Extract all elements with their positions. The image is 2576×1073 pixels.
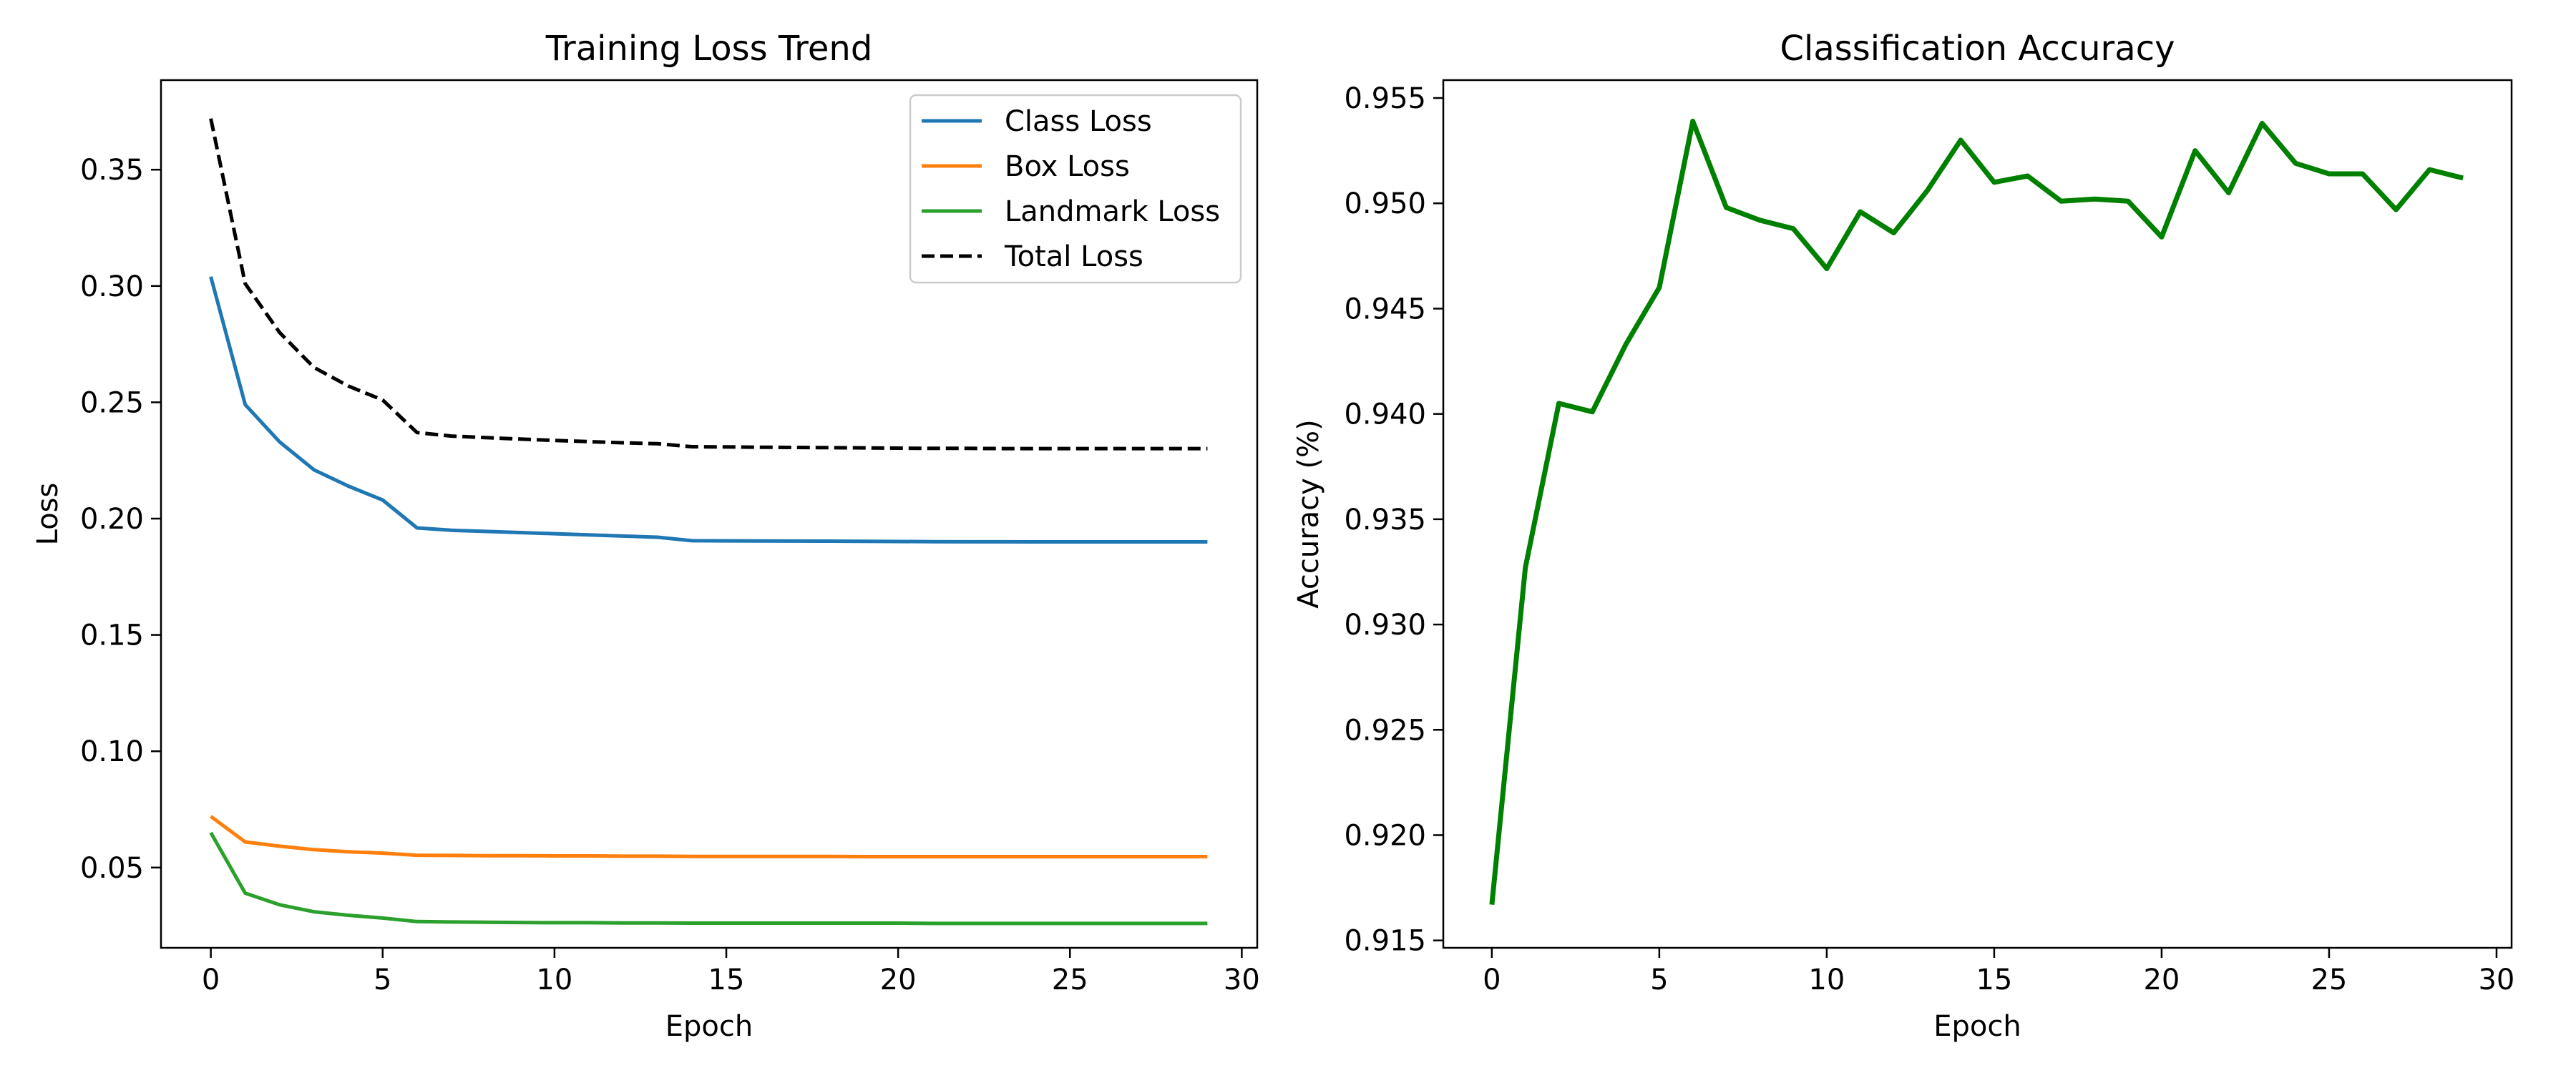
y-axis-label: Accuracy (%) (1292, 419, 1325, 609)
series-line-landmark-loss (209, 831, 1208, 926)
y-tick-label: 0.945 (1344, 293, 1426, 325)
y-tick-label: 0.925 (1344, 714, 1426, 747)
y-tick-label: 0.940 (1344, 398, 1426, 431)
y-tick-label: 0.935 (1344, 504, 1426, 536)
y-tick-label: 0.25 (80, 386, 144, 419)
x-tick-label: 0 (202, 964, 220, 996)
y-tick-label: 0.30 (80, 270, 144, 303)
y-tick-label: 0.20 (80, 503, 144, 536)
x-axis-label: Epoch (1933, 1010, 2021, 1043)
x-tick-label: 0 (1483, 964, 1501, 996)
series-line-box-loss (210, 815, 1208, 858)
x-axis-label: Epoch (665, 1010, 753, 1043)
y-tick-label: 0.930 (1344, 609, 1426, 642)
legend-label: Class Loss (1005, 105, 1152, 138)
series-line-accuracy (1489, 118, 2464, 905)
y-tick-label: 0.915 (1344, 925, 1426, 958)
legend-label: Total Loss (1004, 240, 1143, 273)
series-line-total-loss (209, 118, 1208, 451)
plot-frame (160, 79, 1259, 949)
y-tick-label: 0.35 (80, 154, 144, 187)
x-tick-label: 20 (2143, 964, 2180, 996)
y-tick-label: 0.955 (1344, 82, 1426, 115)
x-tick-label: 10 (1808, 964, 1845, 996)
x-tick-label: 5 (1650, 964, 1668, 996)
accuracy-chart: 0 5 10 15 20 25 30 0.915 0.920 0.925 0.930 0.935 0.9… (1292, 29, 2514, 1043)
x-tick-label: 15 (708, 964, 745, 996)
plot-frame (1442, 79, 2513, 949)
series-line-class-loss (209, 276, 1208, 544)
x-tick-label: 20 (880, 964, 917, 996)
x-tick-label: 30 (2478, 964, 2514, 996)
y-tick-label: 0.15 (80, 619, 144, 652)
loss-chart: 0 5 10 15 20 25 30 0.05 0.10 0.15 0.20 0.25 0.30 0.35… (31, 29, 1260, 1043)
x-tick-label: 10 (536, 964, 572, 996)
legend: Class Loss Box Loss Landmark Loss Total Los… (909, 94, 1242, 284)
y-tick-label: 0.10 (80, 735, 144, 768)
legend-label: Landmark Loss (1005, 195, 1220, 228)
legend-label: Box Loss (1005, 150, 1130, 183)
x-tick-label: 25 (1052, 964, 1088, 996)
x-tick-label: 25 (2311, 964, 2347, 996)
x-tick-label: 30 (1224, 964, 1260, 996)
chart-title: Training Loss Trend (545, 29, 873, 69)
y-tick-label: 0.950 (1344, 187, 1426, 220)
chart-title: Classification Accuracy (1780, 29, 2175, 69)
y-tick-label: 0.05 (80, 852, 144, 885)
x-tick-label: 15 (1976, 964, 2012, 996)
legend-box (909, 94, 1242, 284)
x-tick-label: 5 (374, 964, 391, 996)
y-tick-label: 0.920 (1344, 819, 1426, 852)
y-axis-label: Loss (31, 483, 64, 546)
